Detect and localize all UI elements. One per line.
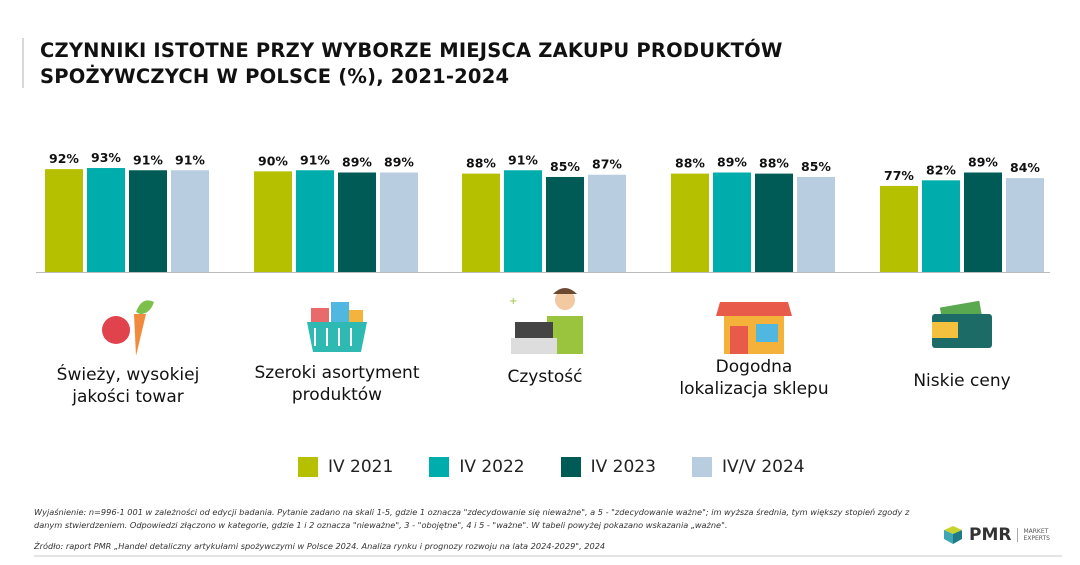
bar: [87, 168, 125, 272]
data-label: 91%: [300, 152, 330, 167]
legend-swatch: [691, 457, 712, 477]
category-label: Szeroki asortyment produktów: [237, 362, 437, 406]
data-label: 91%: [133, 152, 163, 167]
category-label: Niskie ceny: [862, 370, 1062, 392]
bar: [755, 173, 793, 272]
category-label-line: Szeroki asortyment: [254, 363, 420, 383]
data-label: 88%: [466, 156, 496, 171]
data-label: 89%: [342, 154, 372, 169]
bar: [964, 172, 1002, 272]
shopping-basket-icon: [307, 302, 367, 352]
category-label-line: lokalizacja sklepu: [679, 379, 829, 399]
category-label-line: Niskie ceny: [913, 371, 1011, 391]
bar: [1006, 178, 1044, 272]
legend-swatch: [429, 457, 450, 477]
legend-item-2022: IV 2022: [429, 457, 525, 477]
data-label: 85%: [801, 159, 831, 174]
data-label: 84%: [1010, 160, 1040, 175]
bar-chart: 92% 93% 91% 91% 90% 91% 89% 89% 88% 91% 85% 87% 88% 8…: [36, 150, 1050, 356]
storefront-icon: [716, 302, 792, 354]
legend: IV 2021 IV 2022 IV 2023 IV/V 2024: [298, 457, 805, 477]
category-label: Świeży, wysokiej jakości towar: [28, 364, 228, 408]
fruit-vegetable-icon: [102, 300, 154, 356]
bar: [296, 170, 334, 272]
footer-divider: [34, 555, 1062, 557]
data-label: 77%: [884, 168, 914, 183]
data-label: 87%: [592, 157, 622, 172]
bar: [713, 172, 751, 272]
legend-item-2024: IV/V 2024: [691, 457, 805, 477]
data-label: 82%: [926, 162, 956, 177]
category-label: Czystość: [445, 366, 645, 388]
chart-title: CZYNNIKI ISTOTNE PRZY WYBORZE MIEJSCA ZA…: [40, 38, 783, 90]
category-label: Dogodna lokalizacja sklepu: [654, 356, 854, 400]
bar: [338, 172, 376, 272]
category-label-line: produktów: [291, 385, 383, 405]
data-label: 89%: [968, 154, 998, 169]
legend-swatch: [560, 457, 581, 477]
bar: [254, 171, 292, 272]
bar: [380, 172, 418, 272]
bar: [462, 173, 500, 272]
legend-item-2023: IV 2023: [560, 457, 656, 477]
data-label: 88%: [759, 156, 789, 171]
pmr-logo: PMR MARKET EXPERTS: [943, 525, 1050, 545]
category-label-line: jakości towar: [72, 387, 184, 407]
data-label: 88%: [675, 156, 705, 171]
category-label-line: Czystość: [507, 367, 583, 387]
title-line-2: SPOŻYWCZYCH W POLSCE (%), 2021-2024: [40, 65, 510, 88]
title-accent-line: [22, 38, 24, 88]
wallet-icon: [932, 300, 992, 348]
bar: [45, 169, 83, 272]
data-label: 89%: [717, 154, 747, 169]
pmr-cube-icon: [944, 526, 962, 544]
bar: [504, 170, 542, 272]
bar: [671, 173, 709, 272]
data-label: 90%: [258, 153, 288, 168]
bar: [797, 176, 835, 272]
bar: [922, 180, 960, 272]
bar: [546, 176, 584, 272]
data-label: 93%: [91, 150, 121, 165]
data-label: 91%: [508, 152, 538, 167]
bar: [880, 185, 918, 272]
bar: [129, 170, 167, 272]
data-label: 91%: [175, 152, 205, 167]
data-label: 85%: [550, 159, 580, 174]
bar: [171, 170, 209, 272]
data-label: 92%: [49, 151, 79, 166]
title-line-1: CZYNNIKI ISTOTNE PRZY WYBORZE MIEJSCA ZA…: [40, 39, 783, 62]
explanation-note: Wyjaśnienie: n=996-1 001 w zależności od…: [34, 507, 910, 530]
legend-swatch: [298, 457, 318, 477]
bar: [588, 174, 626, 272]
source-note: Źródło: raport PMR „Handel detaliczny ar…: [34, 541, 606, 551]
legend-item-2021: IV 2021: [298, 457, 393, 477]
data-label: 89%: [384, 154, 414, 169]
svg-text:+: +: [509, 296, 517, 307]
cashier-icon: +: [509, 288, 583, 354]
category-label-line: Świeży, wysokiej: [56, 365, 200, 385]
category-label-line: Dogodna: [715, 357, 793, 377]
